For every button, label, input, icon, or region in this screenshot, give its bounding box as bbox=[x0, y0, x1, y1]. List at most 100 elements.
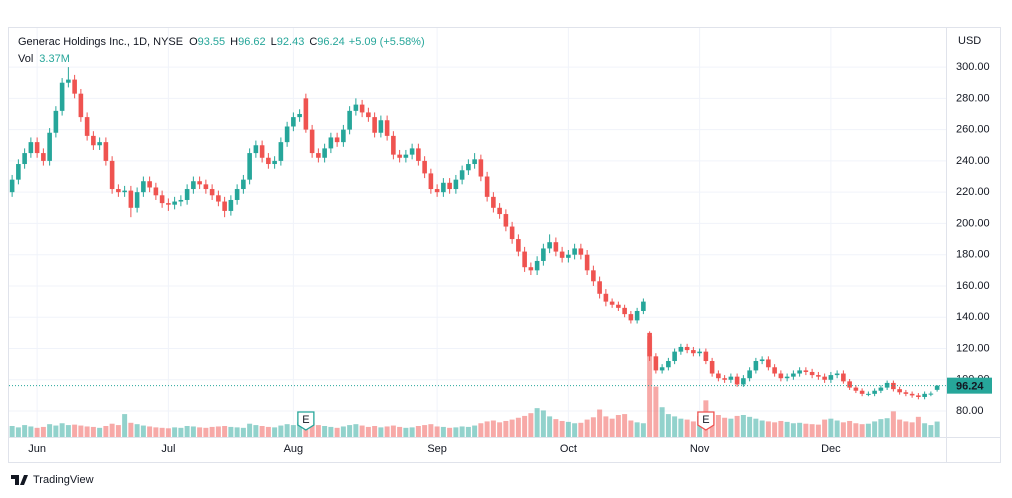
candle-body bbox=[291, 117, 296, 127]
candle-body bbox=[753, 361, 759, 371]
volume-bar bbox=[909, 422, 915, 437]
volume-bar bbox=[259, 426, 265, 437]
volume-bar bbox=[890, 411, 896, 437]
volume-bar bbox=[340, 426, 346, 437]
watermark: TradingView bbox=[33, 474, 94, 486]
candle-body bbox=[741, 378, 746, 385]
volume-bar bbox=[128, 422, 134, 437]
volume-bar bbox=[453, 427, 459, 437]
volume-bar bbox=[934, 421, 940, 437]
volume-bar bbox=[90, 426, 96, 437]
candle-body bbox=[403, 154, 409, 158]
candle-body bbox=[9, 179, 15, 193]
volume-bar bbox=[15, 427, 21, 437]
candle-body bbox=[784, 376, 790, 379]
candle-body bbox=[59, 82, 65, 111]
candle-body bbox=[359, 104, 365, 113]
volume-bar bbox=[753, 418, 759, 437]
candle-body bbox=[191, 181, 196, 190]
candle-body bbox=[209, 189, 215, 196]
candle-body bbox=[341, 129, 346, 143]
candle-body bbox=[903, 392, 909, 394]
candle-body bbox=[422, 160, 427, 174]
candle-body bbox=[378, 120, 384, 133]
candle-body bbox=[253, 145, 259, 154]
candle-body bbox=[28, 142, 34, 154]
volume-bar bbox=[140, 425, 146, 437]
candle-body bbox=[97, 142, 102, 146]
candle-body bbox=[609, 301, 615, 305]
volume-bar bbox=[372, 426, 378, 437]
candle-body bbox=[547, 242, 552, 249]
volume-bar bbox=[834, 420, 840, 437]
volume-bar bbox=[715, 415, 721, 437]
candle-body bbox=[159, 195, 165, 204]
candle-body bbox=[16, 164, 21, 180]
candle-body bbox=[203, 184, 209, 190]
open-value: 93.55 bbox=[198, 36, 226, 48]
volume-bar bbox=[172, 427, 178, 437]
volume-bar bbox=[628, 420, 634, 437]
volume-bar bbox=[665, 414, 671, 437]
volume-bar bbox=[415, 426, 421, 437]
y-tick-label: 140.00 bbox=[956, 311, 990, 323]
candle-body bbox=[778, 373, 784, 379]
volume-bar bbox=[290, 425, 296, 437]
candle-body bbox=[303, 98, 309, 130]
volume-title: Vol bbox=[18, 53, 33, 65]
candle-body bbox=[434, 189, 440, 193]
candle-body bbox=[703, 351, 709, 362]
volume-bar bbox=[903, 421, 909, 437]
volume-bar bbox=[809, 424, 815, 437]
candle-body bbox=[459, 170, 465, 180]
volume-bar bbox=[659, 407, 665, 437]
volume-bar bbox=[859, 424, 865, 437]
candle-body bbox=[878, 387, 884, 391]
volume-bar bbox=[653, 386, 659, 437]
candle-body bbox=[372, 117, 377, 133]
volume-bar bbox=[334, 427, 340, 437]
candle-body bbox=[266, 157, 271, 165]
volume-bar bbox=[353, 424, 359, 437]
volume-bar bbox=[228, 426, 234, 437]
candle-body bbox=[859, 390, 865, 394]
volume-bar bbox=[403, 427, 409, 437]
candle-body bbox=[541, 248, 546, 261]
volume-bar bbox=[740, 415, 746, 437]
volume-bar bbox=[122, 414, 128, 437]
candle-body bbox=[347, 110, 352, 130]
volume-bar bbox=[434, 426, 440, 437]
volume-bar bbox=[222, 426, 228, 437]
candle-body bbox=[672, 351, 677, 362]
volume-bar bbox=[790, 423, 796, 437]
candle-body bbox=[509, 226, 515, 240]
volume-bar bbox=[528, 413, 534, 437]
volume-bar bbox=[922, 423, 928, 437]
candle-body bbox=[584, 254, 590, 271]
candle-body bbox=[522, 251, 527, 268]
candle-body bbox=[178, 199, 184, 202]
candle-body bbox=[309, 129, 315, 154]
candle-body bbox=[684, 346, 690, 351]
volume-bar bbox=[747, 416, 753, 437]
grid bbox=[9, 28, 946, 437]
candle-body bbox=[722, 378, 727, 380]
volume-bar bbox=[647, 336, 653, 437]
volume-bar bbox=[28, 426, 34, 437]
candle-body bbox=[316, 153, 321, 158]
x-tick-label: Jul bbox=[161, 443, 175, 455]
volume-bar bbox=[897, 419, 903, 437]
volume-bar bbox=[847, 420, 853, 437]
candle-body bbox=[822, 376, 827, 380]
logo-mark bbox=[11, 475, 28, 485]
candle-body bbox=[666, 361, 671, 368]
candle-body bbox=[259, 145, 265, 158]
volume-bar bbox=[853, 423, 859, 437]
x-tick-label: Aug bbox=[284, 443, 304, 455]
candle-body bbox=[22, 153, 27, 165]
candle-body bbox=[141, 181, 146, 193]
candle-body bbox=[647, 332, 652, 357]
tradingview-logo: TradingView bbox=[11, 474, 94, 486]
candle-body bbox=[66, 79, 71, 83]
